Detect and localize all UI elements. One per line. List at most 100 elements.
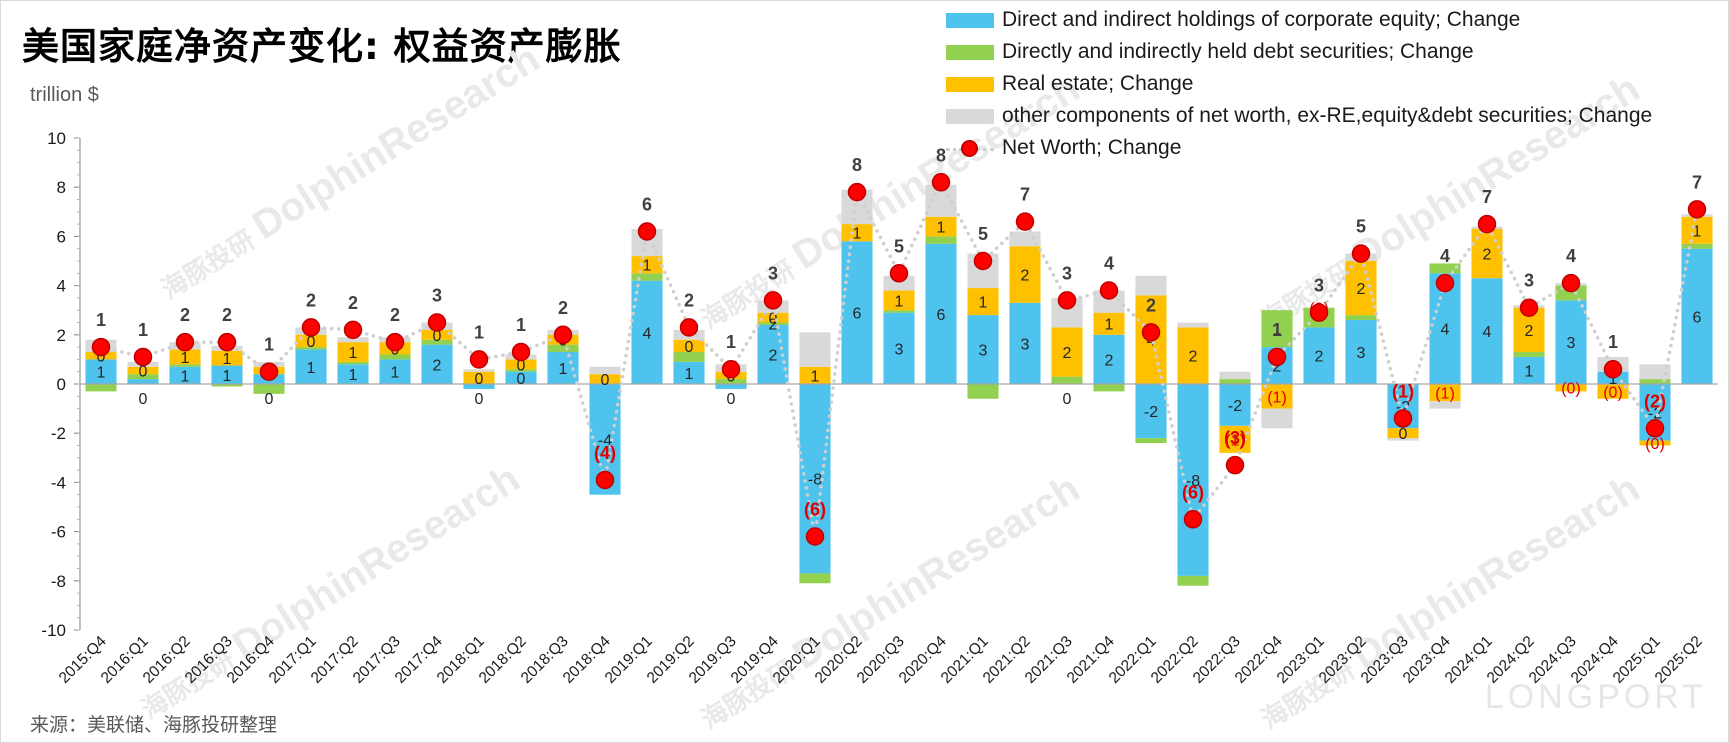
equity-data-label: 1 <box>1525 363 1534 380</box>
chart-legend: Direct and indirect holdings of corporat… <box>946 4 1652 164</box>
net-worth-marker <box>1687 200 1707 219</box>
net-worth-data-label: 3 <box>1062 263 1072 283</box>
net-worth-marker <box>595 470 615 490</box>
bar-debt <box>1513 352 1545 357</box>
net-worth-marker <box>721 359 741 379</box>
net-worth-data-label: 1 <box>96 310 106 330</box>
equity-data-label: -2 <box>1144 404 1158 421</box>
bar-debt <box>1177 575 1209 586</box>
bar-equity <box>85 359 117 384</box>
equity-data-label: 6 <box>1693 309 1702 326</box>
re-data-label: 2 <box>1063 345 1072 362</box>
re-data-label: 2 <box>1189 349 1198 366</box>
net-worth-data-label: 5 <box>978 224 988 244</box>
equity-data-label: -8 <box>808 472 822 489</box>
net-worth-marker <box>469 350 489 369</box>
bar-debt <box>1345 315 1377 321</box>
net-worth-marker <box>1015 212 1035 231</box>
bar-real-estate <box>505 359 537 370</box>
bar-equity <box>1219 384 1251 426</box>
net-worth-data-label: 2 <box>558 298 568 318</box>
re-data-label: 1 <box>853 226 862 243</box>
y-tick-label: -8 <box>51 572 66 591</box>
net-worth-data-label: 3 <box>432 286 442 306</box>
net-worth-data-label: 5 <box>1356 217 1366 237</box>
bar-debt <box>253 384 285 394</box>
equity-data-label: 0 <box>265 391 274 408</box>
source-note: 来源：美联储、海豚投研整理 <box>30 714 278 736</box>
net-worth-data-label: 2 <box>306 290 316 310</box>
equity-data-label: 0 <box>1063 391 1072 408</box>
legend-label-debt: Directly and indirectly held debt securi… <box>1002 40 1474 63</box>
net-worth-data-label: 3 <box>768 263 778 283</box>
re-data-label: 0 <box>769 311 778 328</box>
re-data-label: 1 <box>1693 223 1702 240</box>
equity-data-label: 1 <box>391 365 400 382</box>
bar-equity <box>1009 302 1041 384</box>
net-worth-data-label: 2 <box>180 305 190 325</box>
legend-marker-net-worth <box>946 139 994 157</box>
equity-data-label: 0 <box>727 391 736 408</box>
re-data-label: 1 <box>181 350 190 367</box>
net-worth-data-label: 3 <box>1524 271 1534 291</box>
bar-real-estate <box>1345 261 1377 316</box>
bar-other <box>1009 231 1041 247</box>
bar-other <box>1639 364 1671 380</box>
bar-debt <box>127 374 159 380</box>
re-data-label: 0 <box>685 339 694 356</box>
equity-data-label: 1 <box>559 361 568 378</box>
bar-other <box>463 369 495 372</box>
bar-real-estate <box>1093 312 1125 335</box>
bar-other <box>1219 371 1251 380</box>
net-worth-data-label: 6 <box>642 194 652 214</box>
equity-data-label: 6 <box>937 307 946 324</box>
y-tick-label: -10 <box>41 621 66 640</box>
equity-data-label: 1 <box>1609 371 1618 388</box>
debt-data-label: 2 <box>769 317 778 334</box>
net-worth-marker <box>1393 409 1413 428</box>
bar-real-estate <box>673 339 705 353</box>
bar-other <box>1261 408 1293 429</box>
net-worth-data-label: 1 <box>1272 320 1282 340</box>
bar-equity <box>295 349 327 384</box>
net-worth-data-label: 1 <box>516 315 526 335</box>
net-worth-data-label: 4 <box>1104 254 1114 274</box>
bar-real-estate <box>1555 384 1587 392</box>
equity-data-label: 1 <box>181 368 190 385</box>
net-worth-marker <box>1603 359 1623 379</box>
bar-debt <box>799 573 831 584</box>
re-data-label: 1 <box>643 258 652 275</box>
bar-equity <box>715 384 747 389</box>
bar-other <box>799 332 831 367</box>
bar-other <box>1093 290 1125 313</box>
legend-item-net-worth: Net Worth; Change <box>946 132 1652 164</box>
bar-other <box>1135 275 1167 296</box>
y-tick-label: -2 <box>51 424 66 443</box>
net-worth-marker <box>889 264 909 283</box>
bar-other <box>1387 438 1419 441</box>
bar-real-estate <box>211 350 243 366</box>
re-data-label: 2 <box>1021 268 1030 285</box>
net-worth-data-label: (4) <box>594 443 616 463</box>
bar-equity <box>463 384 495 389</box>
bar-debt <box>1681 243 1713 249</box>
bar-real-estate <box>883 290 915 311</box>
bar-debt <box>547 344 579 353</box>
bar-real-estate <box>127 366 159 375</box>
bar-other <box>1177 322 1209 328</box>
re-data-label: 0 <box>1399 426 1408 443</box>
net-worth-data-label: (3) <box>1224 428 1246 448</box>
net-worth-marker <box>1141 323 1161 342</box>
y-tick-label: 10 <box>47 129 66 148</box>
equity-data-label: -4 <box>598 432 612 449</box>
net-worth-marker <box>343 320 363 340</box>
bar-debt <box>757 322 789 325</box>
bar-equity <box>169 366 201 384</box>
bar-debt <box>925 236 957 244</box>
bar-real-estate <box>1009 246 1041 303</box>
bar-debt <box>967 384 999 399</box>
equity-data-label: 3 <box>1021 336 1030 353</box>
y-axis-unit: trillion $ <box>30 84 99 106</box>
bar-equity <box>337 364 369 384</box>
bar-real-estate <box>1261 384 1293 409</box>
